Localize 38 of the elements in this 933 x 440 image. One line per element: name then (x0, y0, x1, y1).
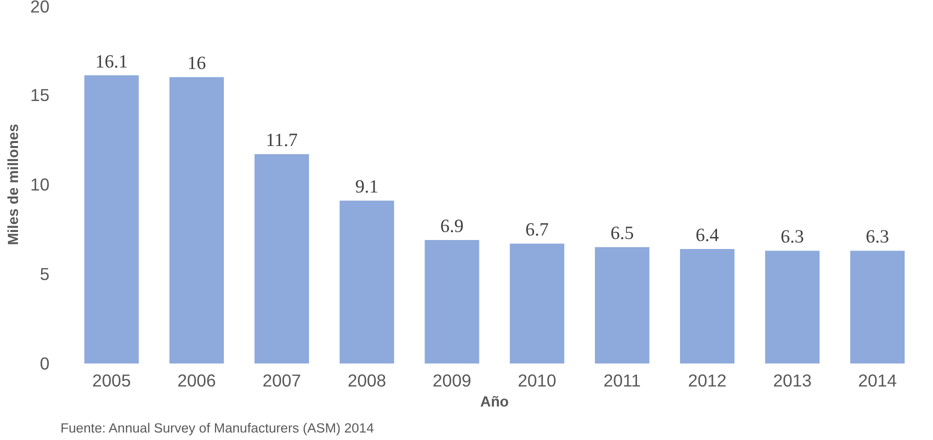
data-label: 16 (187, 53, 206, 74)
data-label: 6.4 (696, 224, 720, 246)
x-tick-label: 2010 (518, 370, 556, 390)
bar (169, 77, 224, 364)
x-tick-label: 2005 (92, 370, 131, 390)
x-tick-label: 2014 (858, 370, 898, 390)
bar (254, 154, 309, 364)
x-axis-title: Año (480, 394, 509, 410)
bar (594, 247, 650, 364)
y-tick-label: 5 (40, 264, 50, 284)
data-label: 11.7 (266, 130, 298, 152)
source-note: Fuente: Annual Survey of Manufacturers (ASM) 2014 (60, 420, 374, 436)
data-label: 6.9 (440, 216, 464, 237)
bar (850, 250, 905, 364)
data-label: 16.1 (95, 51, 128, 72)
x-tick-label: 2007 (262, 370, 302, 390)
y-tick-label: 0 (40, 354, 50, 374)
data-label: 6.5 (610, 223, 634, 244)
bar (765, 250, 820, 364)
data-label: 9.1 (355, 176, 379, 198)
bar (510, 244, 564, 364)
x-tick-label: 2011 (604, 370, 641, 390)
x-tick-label: 2006 (177, 370, 216, 390)
data-label: 6.3 (780, 226, 804, 248)
y-axis-title: Miles de millones (6, 124, 22, 246)
bar (424, 240, 480, 364)
bar (340, 200, 394, 364)
y-tick-label: 10 (30, 174, 50, 194)
x-tick-label: 2008 (348, 370, 386, 390)
x-tick-label: 2009 (432, 370, 472, 390)
y-tick-label: 20 (30, 0, 50, 16)
x-tick-label: 2013 (773, 370, 812, 390)
y-tick-label: 15 (30, 85, 50, 105)
data-label: 6.7 (525, 220, 549, 241)
bar (680, 248, 734, 364)
bar (84, 75, 139, 364)
x-tick-label: 2012 (688, 370, 727, 390)
data-label: 6.3 (866, 226, 890, 248)
